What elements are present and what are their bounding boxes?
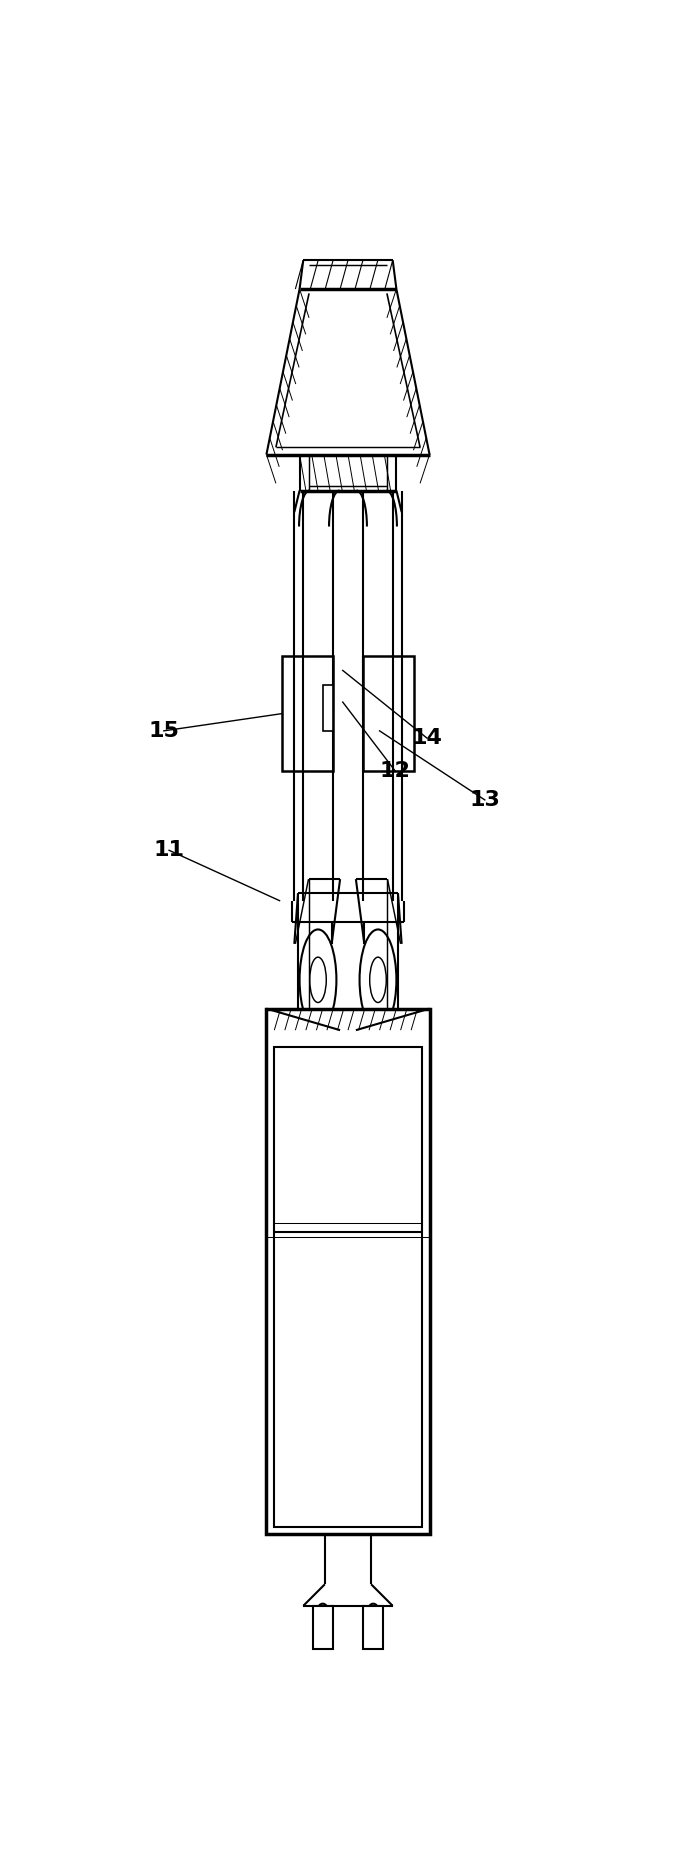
Text: 11: 11 xyxy=(153,841,185,860)
FancyBboxPatch shape xyxy=(323,684,333,731)
Text: 15: 15 xyxy=(149,721,179,740)
Text: 14: 14 xyxy=(411,729,442,748)
Text: 13: 13 xyxy=(469,791,500,809)
FancyBboxPatch shape xyxy=(274,1047,422,1527)
FancyBboxPatch shape xyxy=(313,1605,333,1648)
FancyBboxPatch shape xyxy=(282,656,333,772)
FancyBboxPatch shape xyxy=(363,1605,383,1648)
FancyBboxPatch shape xyxy=(266,1009,430,1534)
Text: 12: 12 xyxy=(380,761,411,781)
FancyBboxPatch shape xyxy=(363,656,414,772)
